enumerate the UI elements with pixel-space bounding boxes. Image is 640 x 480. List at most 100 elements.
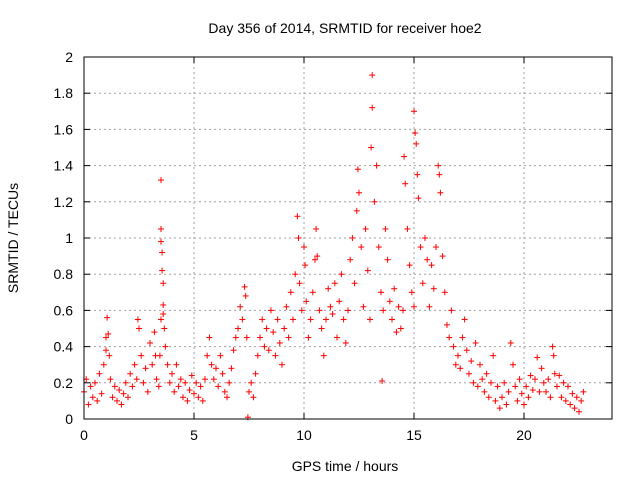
- data-point: [461, 316, 468, 323]
- data-point: [173, 361, 180, 368]
- data-point: [417, 244, 424, 251]
- data-point: [457, 365, 464, 372]
- data-point: [160, 280, 167, 287]
- data-point: [147, 339, 153, 346]
- data-point: [448, 307, 455, 314]
- data-point: [180, 394, 186, 401]
- y-tick-label: 2: [65, 49, 73, 65]
- data-point: [158, 225, 164, 232]
- data-point: [213, 365, 219, 372]
- data-point: [184, 397, 191, 404]
- data-point: [215, 383, 222, 390]
- data-point: [320, 352, 327, 359]
- data-point: [325, 285, 332, 292]
- y-axis-label: SRMTID / TECUs: [5, 183, 21, 293]
- data-point: [89, 394, 96, 401]
- data-point: [204, 352, 211, 359]
- data-point: [188, 372, 195, 379]
- data-point: [305, 334, 312, 341]
- data-point: [303, 298, 310, 305]
- data-point: [501, 379, 508, 386]
- data-point: [367, 316, 373, 323]
- data-point: [158, 238, 164, 245]
- data-point: [450, 343, 457, 350]
- data-point: [573, 394, 580, 401]
- data-point: [503, 401, 510, 408]
- data-point: [285, 334, 292, 341]
- data-point: [518, 390, 525, 397]
- data-point: [499, 394, 505, 401]
- data-point: [160, 311, 167, 318]
- data-point: [459, 334, 466, 341]
- data-point: [87, 383, 94, 390]
- data-point: [197, 383, 204, 390]
- data-point: [307, 316, 314, 323]
- data-point: [144, 388, 151, 395]
- data-point: [153, 376, 160, 383]
- data-point: [120, 390, 127, 397]
- data-point: [92, 379, 98, 386]
- data-point: [246, 388, 252, 395]
- y-tick-label: 0.8: [54, 266, 74, 282]
- data-point: [177, 376, 184, 383]
- data-point: [472, 339, 479, 346]
- data-point: [342, 339, 349, 346]
- data-point: [283, 303, 290, 310]
- data-point: [580, 388, 587, 395]
- x-tick-label: 20: [516, 427, 532, 443]
- data-point: [237, 303, 244, 310]
- data-point: [290, 316, 296, 323]
- data-point: [358, 244, 365, 251]
- data-point: [159, 249, 166, 256]
- data-point: [470, 379, 477, 386]
- data-point: [521, 401, 527, 408]
- data-point: [302, 262, 309, 269]
- data-point: [523, 383, 530, 390]
- data-point: [149, 361, 156, 368]
- data-point: [162, 343, 169, 350]
- data-point: [422, 235, 428, 241]
- data-point: [402, 180, 409, 187]
- data-point: [516, 376, 523, 383]
- data-point: [182, 379, 189, 386]
- data-point: [276, 339, 283, 346]
- data-point: [96, 370, 103, 377]
- data-point: [281, 325, 288, 332]
- data-point: [551, 370, 558, 377]
- data-point: [272, 352, 279, 359]
- data-point: [331, 280, 338, 287]
- data-point: [114, 397, 120, 404]
- data-point: [349, 235, 356, 241]
- data-point: [560, 379, 567, 386]
- data-point: [263, 325, 270, 332]
- data-point: [567, 401, 574, 408]
- y-tick-label: 0.2: [54, 375, 74, 391]
- data-point: [274, 316, 281, 323]
- data-point: [118, 401, 125, 408]
- data-point: [538, 365, 545, 372]
- data-point: [316, 307, 323, 314]
- data-point: [360, 303, 367, 310]
- data-point: [466, 370, 472, 377]
- data-point: [576, 408, 582, 415]
- data-point: [532, 376, 538, 383]
- data-point: [375, 244, 382, 251]
- y-tick-label: 0: [65, 411, 73, 427]
- data-point: [369, 72, 376, 79]
- data-point: [507, 339, 514, 346]
- data-point: [314, 253, 321, 260]
- data-point: [161, 325, 168, 332]
- data-point: [171, 388, 178, 395]
- data-point: [301, 244, 307, 251]
- data-point: [419, 280, 426, 287]
- data-point: [109, 394, 116, 401]
- data-point: [389, 316, 395, 323]
- data-point: [336, 298, 343, 305]
- data-point: [230, 347, 237, 354]
- data-point: [379, 377, 386, 384]
- data-point: [175, 383, 182, 390]
- data-point: [252, 370, 259, 377]
- data-point: [411, 108, 417, 115]
- data-point: [426, 303, 433, 310]
